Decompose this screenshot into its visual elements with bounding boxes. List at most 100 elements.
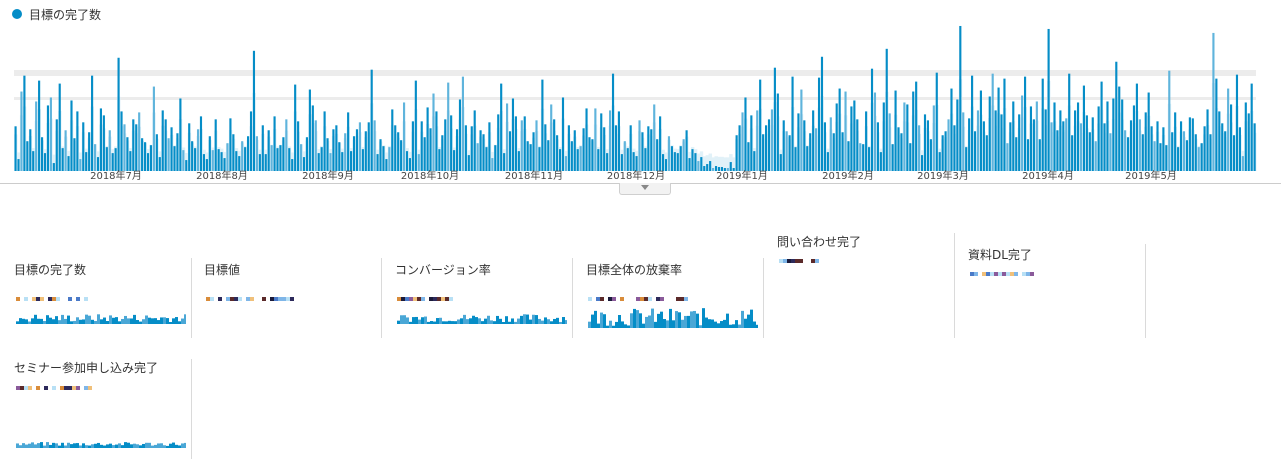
sparkline-bar [636, 310, 639, 328]
collapse-chart-toggle[interactable] [619, 183, 671, 195]
sparkline-bar [732, 324, 735, 328]
chart-bar [135, 124, 138, 171]
chart-bar [506, 103, 509, 171]
sparkline-bar [657, 313, 660, 328]
metric-goal-value[interactable]: 目標値 [204, 258, 382, 338]
sparkline-bar [693, 310, 696, 328]
chart-bar [297, 121, 300, 171]
sparkline-bar [424, 316, 427, 324]
chart-bar [617, 111, 620, 171]
sparkline-bar [169, 443, 172, 448]
sparkline-bar [448, 320, 451, 324]
chart-bar [759, 79, 762, 171]
sparkline-bar [76, 317, 79, 324]
sparkline-bar [43, 320, 46, 324]
chart-bar [650, 129, 653, 171]
grid-line [14, 70, 1256, 76]
chart-bar [1241, 156, 1244, 171]
chart-bar [423, 137, 426, 171]
sparkline-bar [511, 318, 514, 324]
chart-bar [791, 76, 794, 171]
redacted-pixel [210, 297, 214, 301]
chart-bar [355, 129, 359, 171]
area-background [702, 156, 707, 171]
chart-bar [1244, 102, 1247, 171]
sparkline-bar [460, 318, 463, 324]
x-tick-label: 2019年5月 [1125, 169, 1177, 182]
sparkline-bar [478, 318, 481, 324]
chart-bar [882, 102, 885, 171]
chart-bar [247, 136, 250, 171]
chart-bar [935, 72, 938, 171]
chart-bar [979, 90, 982, 171]
chart-bar [641, 132, 644, 171]
sparkline-bar [151, 445, 154, 448]
chart-bar [1230, 104, 1233, 171]
chart-bar [70, 100, 73, 171]
chart-bar [1129, 120, 1133, 171]
redacted-pixel [970, 272, 974, 276]
redacted-pixel [24, 297, 28, 301]
chart-bar [485, 147, 488, 171]
metric-contact-completions[interactable]: 問い合わせ完了 [777, 233, 955, 338]
chart-bar [685, 130, 688, 171]
chart-bar [714, 166, 718, 171]
chart-bar [270, 145, 273, 171]
sparkline-bar [145, 315, 148, 324]
chart-bar [196, 129, 200, 171]
sparkline-bar [633, 308, 636, 328]
chart-bar [1041, 78, 1044, 171]
sparkline-bar [115, 317, 118, 324]
sparkline-bar [556, 317, 559, 324]
redacted-pixel [36, 297, 40, 301]
chart-bar [426, 107, 429, 171]
sparkline-bar [118, 321, 121, 324]
chart-bar [155, 134, 158, 171]
sparkline-bar [442, 321, 445, 324]
metric-abandonment-rate[interactable]: 目標全体の放棄率 [586, 258, 764, 338]
chart-bar [1127, 137, 1130, 171]
chart-bar [932, 105, 935, 171]
sparkline-bar [496, 315, 499, 324]
chart-bar [470, 126, 473, 171]
sparkline-bar [666, 320, 669, 328]
chart-bar [1247, 113, 1250, 171]
metric-conversion-rate[interactable]: コンバージョン率 [395, 258, 573, 338]
redacted-pixel [84, 297, 88, 301]
chart-bar [17, 159, 20, 171]
sparkline-bar [466, 319, 469, 324]
chart-bar [756, 110, 759, 171]
sparkline-bar [16, 321, 19, 324]
chart-bar [1135, 83, 1138, 171]
sparkline-bar [484, 318, 487, 324]
chart-bar [126, 137, 129, 171]
metric-value-redacted [397, 286, 557, 301]
chart-bar [267, 130, 270, 171]
sparkline-bar [142, 443, 145, 448]
chart-bar [947, 119, 950, 171]
chart-bar [803, 120, 806, 171]
redacted-pixel [779, 259, 783, 263]
metric-label: 問い合わせ完了 [777, 235, 862, 249]
chart-bar [508, 131, 512, 171]
redacted-pixel [1022, 272, 1026, 276]
chart-bar [556, 135, 559, 171]
chart-bar [114, 148, 117, 171]
chart-bar [909, 143, 912, 171]
sparkline-bar [648, 315, 651, 328]
sparkline-bar [627, 325, 630, 328]
metric-seminar-registrations[interactable]: セミナー参加申し込み完了 [14, 359, 192, 459]
chart-bar [467, 155, 470, 171]
chart-bar [1115, 61, 1118, 171]
chart-bar [220, 152, 223, 171]
chart-bar [305, 137, 309, 171]
sparkline-bar [112, 317, 115, 324]
sparkline-bar [166, 445, 169, 448]
redacted-pixel [660, 297, 664, 301]
metric-goal-completions[interactable]: 目標の完了数 [14, 258, 192, 338]
sparkline-bar [615, 321, 618, 328]
chart-bar [329, 153, 332, 171]
metric-document-download-completions[interactable]: 資料DL完了 [968, 244, 1146, 338]
sparkline-bar [753, 321, 756, 328]
chart-bar [553, 119, 556, 171]
